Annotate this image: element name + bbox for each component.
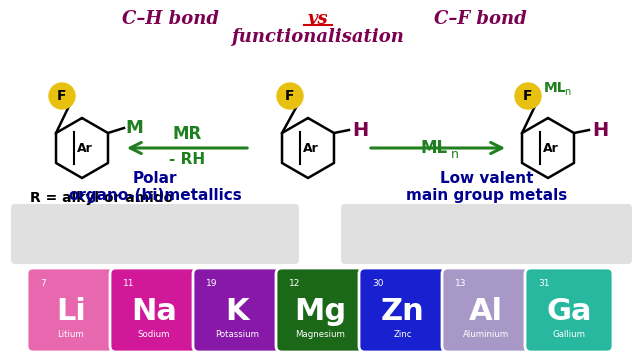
FancyBboxPatch shape xyxy=(359,268,447,352)
Text: Potassium: Potassium xyxy=(215,330,259,339)
Text: R = alkyl or amido: R = alkyl or amido xyxy=(30,191,173,205)
Text: vs: vs xyxy=(308,10,328,28)
Text: - RH: - RH xyxy=(169,153,205,167)
FancyBboxPatch shape xyxy=(27,268,115,352)
Text: Litium: Litium xyxy=(58,330,84,339)
Text: 31: 31 xyxy=(538,279,550,288)
Circle shape xyxy=(49,83,75,109)
Text: Ar: Ar xyxy=(543,142,558,154)
Text: Na: Na xyxy=(131,297,177,326)
Text: Mg: Mg xyxy=(294,297,346,326)
Text: 11: 11 xyxy=(123,279,134,288)
Circle shape xyxy=(515,83,541,109)
Text: Low valent
main group metals: Low valent main group metals xyxy=(406,171,568,203)
Text: 30: 30 xyxy=(372,279,383,288)
Text: Sodium: Sodium xyxy=(138,330,170,339)
Text: Aluminium: Aluminium xyxy=(463,330,509,339)
Text: M: M xyxy=(125,119,143,137)
FancyBboxPatch shape xyxy=(110,268,198,352)
Text: F: F xyxy=(285,89,295,103)
Text: Gallium: Gallium xyxy=(552,330,586,339)
Text: F: F xyxy=(524,89,532,103)
Text: functionalisation: functionalisation xyxy=(232,28,404,46)
Text: ML: ML xyxy=(544,81,566,95)
Text: C–H bond: C–H bond xyxy=(122,10,218,28)
Text: 13: 13 xyxy=(455,279,467,288)
Text: n: n xyxy=(451,147,459,161)
Text: K: K xyxy=(225,297,249,326)
Text: Li: Li xyxy=(56,297,86,326)
Text: Al: Al xyxy=(469,297,503,326)
Text: 7: 7 xyxy=(40,279,45,288)
Text: n: n xyxy=(564,87,570,97)
Text: H: H xyxy=(592,120,608,139)
Text: Ar: Ar xyxy=(77,142,92,154)
FancyBboxPatch shape xyxy=(276,268,364,352)
Text: 19: 19 xyxy=(206,279,218,288)
Text: H: H xyxy=(352,120,368,139)
FancyBboxPatch shape xyxy=(442,268,530,352)
Text: Ga: Ga xyxy=(547,297,592,326)
Circle shape xyxy=(277,83,303,109)
FancyBboxPatch shape xyxy=(193,268,281,352)
Text: MR: MR xyxy=(172,125,202,143)
Text: F: F xyxy=(57,89,67,103)
FancyBboxPatch shape xyxy=(525,268,613,352)
Text: ML: ML xyxy=(420,139,447,157)
Text: C–F bond: C–F bond xyxy=(434,10,526,28)
Text: Zn: Zn xyxy=(381,297,425,326)
Text: Zinc: Zinc xyxy=(394,330,412,339)
Text: 12: 12 xyxy=(289,279,300,288)
Text: Magnesium: Magnesium xyxy=(295,330,345,339)
FancyBboxPatch shape xyxy=(341,204,632,264)
FancyBboxPatch shape xyxy=(11,204,299,264)
Text: Polar
organo-(bi)metallics: Polar organo-(bi)metallics xyxy=(68,171,242,203)
Text: Ar: Ar xyxy=(303,142,318,154)
